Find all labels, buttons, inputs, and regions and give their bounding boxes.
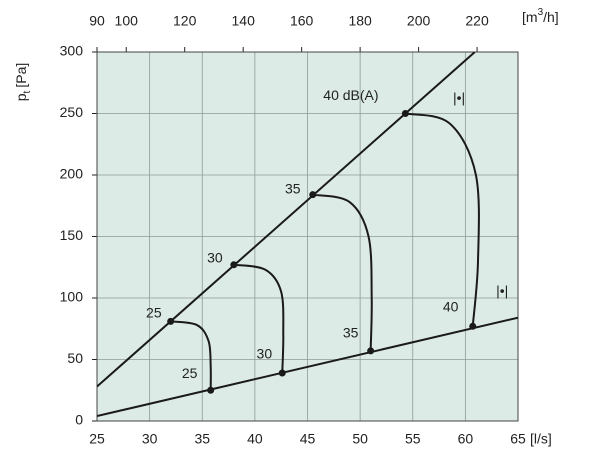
curve — [170, 320, 212, 391]
annotation: |•| — [496, 283, 508, 299]
point — [469, 322, 477, 330]
point — [367, 347, 375, 355]
x2-tick-label: 160 — [290, 13, 314, 29]
curve — [405, 112, 480, 327]
annotation: 40 dB(A) — [323, 87, 378, 103]
point — [230, 261, 238, 269]
y-tick-label: 300 — [60, 43, 84, 59]
x2-tick-label: 100 — [115, 13, 139, 29]
x-axis-label: [l/s] — [530, 431, 552, 447]
y-label-symbol: p — [13, 93, 29, 101]
y-tick-label: 0 — [75, 412, 83, 428]
y-tick-label: 50 — [67, 350, 83, 366]
plot-frame — [96, 51, 519, 422]
x-tick-label: 60 — [458, 431, 474, 447]
curve — [233, 263, 285, 374]
y-tick-label: 200 — [60, 166, 84, 182]
annotation: 30 — [207, 249, 223, 265]
line — [97, 52, 476, 388]
annotation: 40 — [443, 299, 459, 315]
annotation: 35 — [343, 324, 359, 340]
x2-tick-label: 180 — [348, 13, 372, 29]
point — [207, 386, 215, 394]
x2-tick-label: 120 — [173, 13, 197, 29]
x2-label-sup: 3 — [538, 7, 544, 18]
x-tick-label: 65 — [510, 431, 526, 447]
x2-tick-label: 90 — [89, 13, 105, 29]
x2-label-text: [m — [522, 9, 538, 25]
line — [97, 316, 518, 418]
curve — [312, 193, 373, 351]
x2-tick-label: 140 — [232, 13, 256, 29]
x-tick-label: 25 — [89, 431, 105, 447]
y-tick-label: 250 — [60, 104, 84, 120]
y-axis-label: pt [Pa] — [13, 63, 33, 101]
annotation: |•| — [453, 89, 465, 105]
x2-axis-label: [m3/h] — [522, 7, 559, 25]
annotation: 30 — [257, 345, 273, 361]
y-tick-label: 150 — [60, 227, 84, 243]
y-label-sub: t — [22, 90, 33, 93]
annotation: 35 — [285, 180, 301, 196]
point — [309, 191, 317, 199]
x-tick-label: 50 — [352, 431, 368, 447]
x-tick-label: 35 — [194, 431, 210, 447]
x2-label-rest: /h] — [543, 9, 559, 25]
x-tick-label: 30 — [142, 431, 158, 447]
point — [278, 369, 286, 377]
annotation: 25 — [182, 365, 198, 381]
y-label-unit: [Pa] — [13, 63, 29, 88]
x-tick-label: 40 — [247, 431, 263, 447]
point — [401, 110, 409, 117]
x-tick-label: 55 — [405, 431, 421, 447]
x2-tick-label: 200 — [407, 13, 431, 29]
annotation: 25 — [146, 305, 162, 321]
x2-tick-label: 220 — [465, 13, 489, 29]
x-tick-label: 45 — [300, 431, 316, 447]
point — [167, 317, 175, 325]
y-tick-label: 100 — [60, 289, 84, 305]
